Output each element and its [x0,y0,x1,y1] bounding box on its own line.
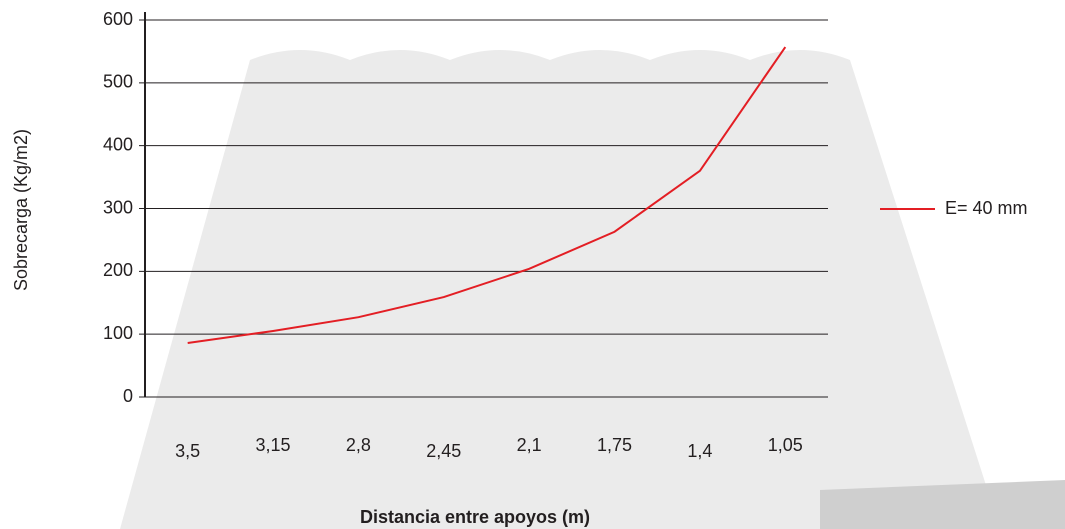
x-tick-label: 3,5 [175,441,200,461]
x-tick-label: 3,15 [256,435,291,455]
x-tick-label: 2,45 [426,441,461,461]
background-texture [120,50,1065,529]
legend-label: E= 40 mm [945,198,1028,218]
series-line [187,46,787,344]
y-tick-label: 600 [103,9,133,29]
y-tick-label: 200 [103,260,133,280]
x-tick-label: 1,05 [768,435,803,455]
y-axis-label: Sobrecarga (Kg/m2) [11,129,31,291]
y-tick-label: 400 [103,134,133,154]
y-tick-label: 100 [103,323,133,343]
x-tick-label: 2,8 [346,435,371,455]
x-tick-label: 1,4 [687,441,712,461]
y-tick-label: 300 [103,197,133,217]
x-axis-label: Distancia entre apoyos (m) [360,507,590,527]
y-tick-label: 0 [123,386,133,406]
x-tick-label: 1,75 [597,435,632,455]
x-tick-label: 2,1 [517,435,542,455]
y-tick-label: 500 [103,72,133,92]
